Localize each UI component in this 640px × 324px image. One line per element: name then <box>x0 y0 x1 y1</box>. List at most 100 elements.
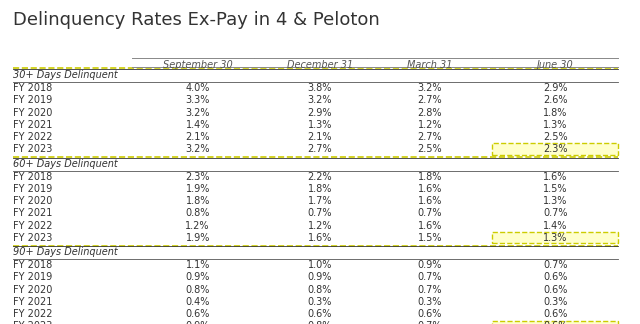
Text: 0.6%: 0.6% <box>543 272 568 283</box>
Text: 2.5%: 2.5% <box>417 144 442 154</box>
Text: 0.6%: 0.6% <box>543 321 568 324</box>
Text: 60+ Days Delinquent: 60+ Days Delinquent <box>13 158 117 168</box>
Text: 1.6%: 1.6% <box>417 184 442 194</box>
Text: 0.6%: 0.6% <box>308 309 332 319</box>
Text: 1.8%: 1.8% <box>543 108 568 118</box>
Text: FY 2018: FY 2018 <box>13 83 52 93</box>
Text: 1.5%: 1.5% <box>543 184 568 194</box>
Text: 1.2%: 1.2% <box>417 120 442 130</box>
Text: 0.8%: 0.8% <box>308 321 332 324</box>
Text: 1.8%: 1.8% <box>308 184 332 194</box>
Text: 3.3%: 3.3% <box>186 95 210 105</box>
Text: 1.1%: 1.1% <box>186 260 210 270</box>
Text: 1.9%: 1.9% <box>186 184 210 194</box>
Text: 30+ Days Delinquent: 30+ Days Delinquent <box>13 70 117 80</box>
Text: 1.7%: 1.7% <box>308 196 332 206</box>
Text: 1.2%: 1.2% <box>308 221 332 231</box>
Text: 0.6%: 0.6% <box>417 309 442 319</box>
Text: 3.2%: 3.2% <box>186 108 210 118</box>
Text: Delinquency Rates Ex-Pay in 4 & Peloton: Delinquency Rates Ex-Pay in 4 & Peloton <box>13 11 380 29</box>
Text: 0.8%: 0.8% <box>186 285 210 295</box>
Text: 4.0%: 4.0% <box>186 83 210 93</box>
Bar <box>493 232 618 243</box>
Text: 2.7%: 2.7% <box>417 132 442 142</box>
Text: 2.8%: 2.8% <box>417 108 442 118</box>
Text: FY 2021: FY 2021 <box>13 120 52 130</box>
Text: 2.1%: 2.1% <box>186 132 210 142</box>
Text: FY 2019: FY 2019 <box>13 272 52 283</box>
Text: FY 2019: FY 2019 <box>13 184 52 194</box>
Text: 0.3%: 0.3% <box>417 297 442 307</box>
Text: 0.9%: 0.9% <box>308 272 332 283</box>
Bar <box>493 144 618 155</box>
Text: 0.7%: 0.7% <box>543 208 568 218</box>
Text: 2.2%: 2.2% <box>308 172 332 182</box>
Text: 0.7%: 0.7% <box>543 260 568 270</box>
Text: FY 2023: FY 2023 <box>13 233 52 243</box>
Text: 0.7%: 0.7% <box>417 272 442 283</box>
Text: 1.2%: 1.2% <box>186 221 210 231</box>
Text: FY 2018: FY 2018 <box>13 260 52 270</box>
Text: 0.8%: 0.8% <box>186 208 210 218</box>
Text: 0.6%: 0.6% <box>543 285 568 295</box>
Text: FY 2020: FY 2020 <box>13 196 52 206</box>
Text: 1.3%: 1.3% <box>543 233 568 243</box>
Text: 0.7%: 0.7% <box>308 208 332 218</box>
Text: 2.3%: 2.3% <box>543 144 568 154</box>
Text: FY 2020: FY 2020 <box>13 108 52 118</box>
Text: 2.5%: 2.5% <box>543 132 568 142</box>
Text: 2.1%: 2.1% <box>308 132 332 142</box>
Text: 0.7%: 0.7% <box>417 285 442 295</box>
Text: FY 2021: FY 2021 <box>13 297 52 307</box>
Text: FY 2020: FY 2020 <box>13 285 52 295</box>
Text: 0.6%: 0.6% <box>186 309 210 319</box>
Text: 2.7%: 2.7% <box>417 95 442 105</box>
Text: 2.6%: 2.6% <box>543 95 568 105</box>
Text: 1.3%: 1.3% <box>543 196 568 206</box>
Text: FY 2021: FY 2021 <box>13 208 52 218</box>
Text: 2.7%: 2.7% <box>308 144 332 154</box>
Text: 0.9%: 0.9% <box>186 321 210 324</box>
Bar <box>493 321 618 324</box>
Text: September 30: September 30 <box>163 60 232 70</box>
Text: FY 2023: FY 2023 <box>13 144 52 154</box>
Text: 2.3%: 2.3% <box>186 172 210 182</box>
Text: 1.5%: 1.5% <box>417 233 442 243</box>
Text: 0.4%: 0.4% <box>186 297 210 307</box>
Text: 0.8%: 0.8% <box>308 285 332 295</box>
Text: 3.2%: 3.2% <box>308 95 332 105</box>
Text: June 30: June 30 <box>537 60 573 70</box>
Text: 1.3%: 1.3% <box>543 120 568 130</box>
Text: 1.4%: 1.4% <box>543 221 568 231</box>
Text: 0.9%: 0.9% <box>186 272 210 283</box>
Text: 1.6%: 1.6% <box>543 172 568 182</box>
Text: March 31: March 31 <box>407 60 452 70</box>
Text: 1.8%: 1.8% <box>417 172 442 182</box>
Text: 2.9%: 2.9% <box>543 83 568 93</box>
Text: FY 2022: FY 2022 <box>13 221 52 231</box>
Text: FY 2018: FY 2018 <box>13 172 52 182</box>
Text: 0.3%: 0.3% <box>543 297 568 307</box>
Text: 1.6%: 1.6% <box>417 221 442 231</box>
Text: FY 2022: FY 2022 <box>13 309 52 319</box>
Text: 0.6%: 0.6% <box>543 309 568 319</box>
Text: 0.7%: 0.7% <box>417 321 442 324</box>
Text: December 31: December 31 <box>287 60 353 70</box>
Text: FY 2022: FY 2022 <box>13 132 52 142</box>
Text: 0.3%: 0.3% <box>308 297 332 307</box>
Text: 3.2%: 3.2% <box>186 144 210 154</box>
Text: 1.9%: 1.9% <box>186 233 210 243</box>
Text: 1.8%: 1.8% <box>186 196 210 206</box>
Text: FY 2019: FY 2019 <box>13 95 52 105</box>
Text: 0.7%: 0.7% <box>417 208 442 218</box>
Text: 1.6%: 1.6% <box>308 233 332 243</box>
Text: 0.9%: 0.9% <box>417 260 442 270</box>
Text: FY 2023: FY 2023 <box>13 321 52 324</box>
Text: 2.9%: 2.9% <box>308 108 332 118</box>
Text: 1.0%: 1.0% <box>308 260 332 270</box>
Text: 1.4%: 1.4% <box>186 120 210 130</box>
Text: 3.8%: 3.8% <box>308 83 332 93</box>
Text: 1.3%: 1.3% <box>308 120 332 130</box>
Text: 1.6%: 1.6% <box>417 196 442 206</box>
Text: 90+ Days Delinquent: 90+ Days Delinquent <box>13 247 117 257</box>
